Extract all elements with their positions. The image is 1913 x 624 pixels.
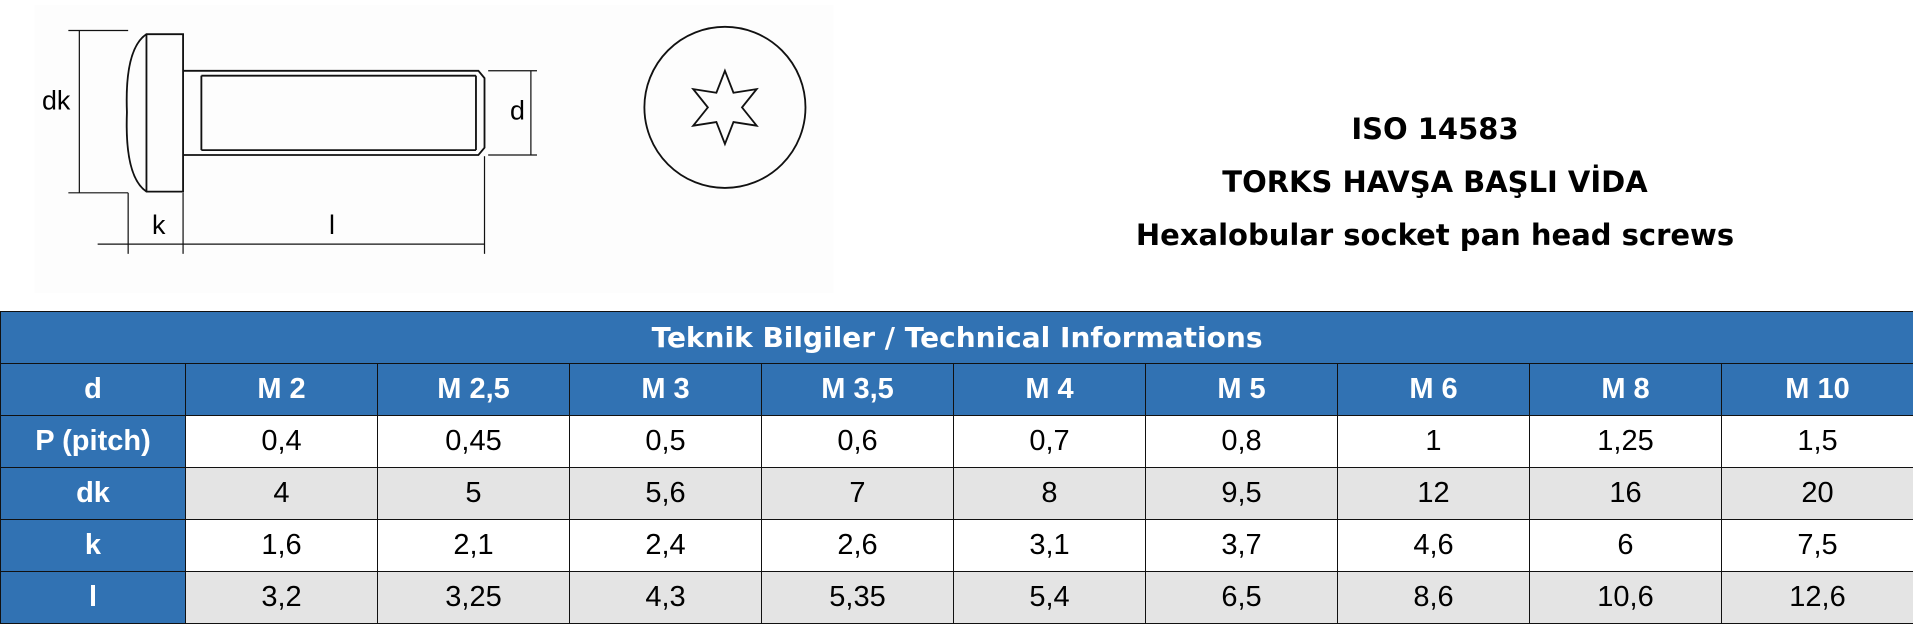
cell: 8,6 (1338, 572, 1530, 624)
dim-label: k (152, 210, 166, 240)
dim-label: l (329, 210, 335, 240)
cell: 4 (186, 468, 378, 520)
header-cell: M 2 (186, 364, 378, 416)
dim-label: dk (42, 86, 71, 116)
header-cell: d (1, 364, 186, 416)
cell: 4,3 (570, 572, 762, 624)
cell: 3,2 (186, 572, 378, 624)
cell: 1,5 (1722, 416, 1913, 468)
cell: 5 (378, 468, 570, 520)
cell: 8 (954, 468, 1146, 520)
cell: 2,4 (570, 520, 762, 572)
header-cell: M 5 (1146, 364, 1338, 416)
cell: 0,4 (186, 416, 378, 468)
cell: 3,25 (378, 572, 570, 624)
cell: 6 (1530, 520, 1722, 572)
cell: 5,35 (762, 572, 954, 624)
cell: 12 (1338, 468, 1530, 520)
cell: 16 (1530, 468, 1722, 520)
cell: 5,6 (570, 468, 762, 520)
cell: 4,6 (1338, 520, 1530, 572)
row-label: l (1, 572, 186, 624)
cell: 9,5 (1146, 468, 1338, 520)
cell: 1,6 (186, 520, 378, 572)
header-cell: M 2,5 (378, 364, 570, 416)
row-label: dk (1, 468, 186, 520)
cell: 3,7 (1146, 520, 1338, 572)
cell: 0,8 (1146, 416, 1338, 468)
cell: 7,5 (1722, 520, 1913, 572)
cell: 6,5 (1146, 572, 1338, 624)
cell: 0,6 (762, 416, 954, 468)
table-caption: Teknik Bilgiler / Technical Informations (1, 312, 1913, 364)
header-cell: M 3 (570, 364, 762, 416)
dim-label: d (510, 95, 525, 125)
header-cell: M 3,5 (762, 364, 954, 416)
header-cell: M 8 (1530, 364, 1722, 416)
spec-table: Teknik Bilgiler / Technical Informations… (0, 311, 1913, 624)
cell: 7 (762, 468, 954, 520)
cell: 20 (1722, 468, 1913, 520)
cell: 0,5 (570, 416, 762, 468)
title-line: Hexalobular socket pan head screws (1000, 209, 1870, 262)
cell: 2,1 (378, 520, 570, 572)
header-cell: M 6 (1338, 364, 1530, 416)
row-label: k (1, 520, 186, 572)
cell: 10,6 (1530, 572, 1722, 624)
cell: 5,4 (954, 572, 1146, 624)
cell: 0,45 (378, 416, 570, 468)
title-line: TORKS HAVŞA BAŞLI VİDA (1000, 156, 1870, 209)
header-cell: M 10 (1722, 364, 1913, 416)
cell: 2,6 (762, 520, 954, 572)
header-cell: M 4 (954, 364, 1146, 416)
drawing-bg (34, 5, 833, 293)
row-label: P (pitch) (1, 416, 186, 468)
cell: 1,25 (1530, 416, 1722, 468)
cell: 0,7 (954, 416, 1146, 468)
cell: 1 (1338, 416, 1530, 468)
cell: 3,1 (954, 520, 1146, 572)
title-line: ISO 14583 (1000, 103, 1870, 156)
screw-drawing: dk d k l (0, 0, 836, 299)
cell: 12,6 (1722, 572, 1913, 624)
caption-row: Teknik Bilgiler / Technical Informations (1, 312, 1913, 364)
